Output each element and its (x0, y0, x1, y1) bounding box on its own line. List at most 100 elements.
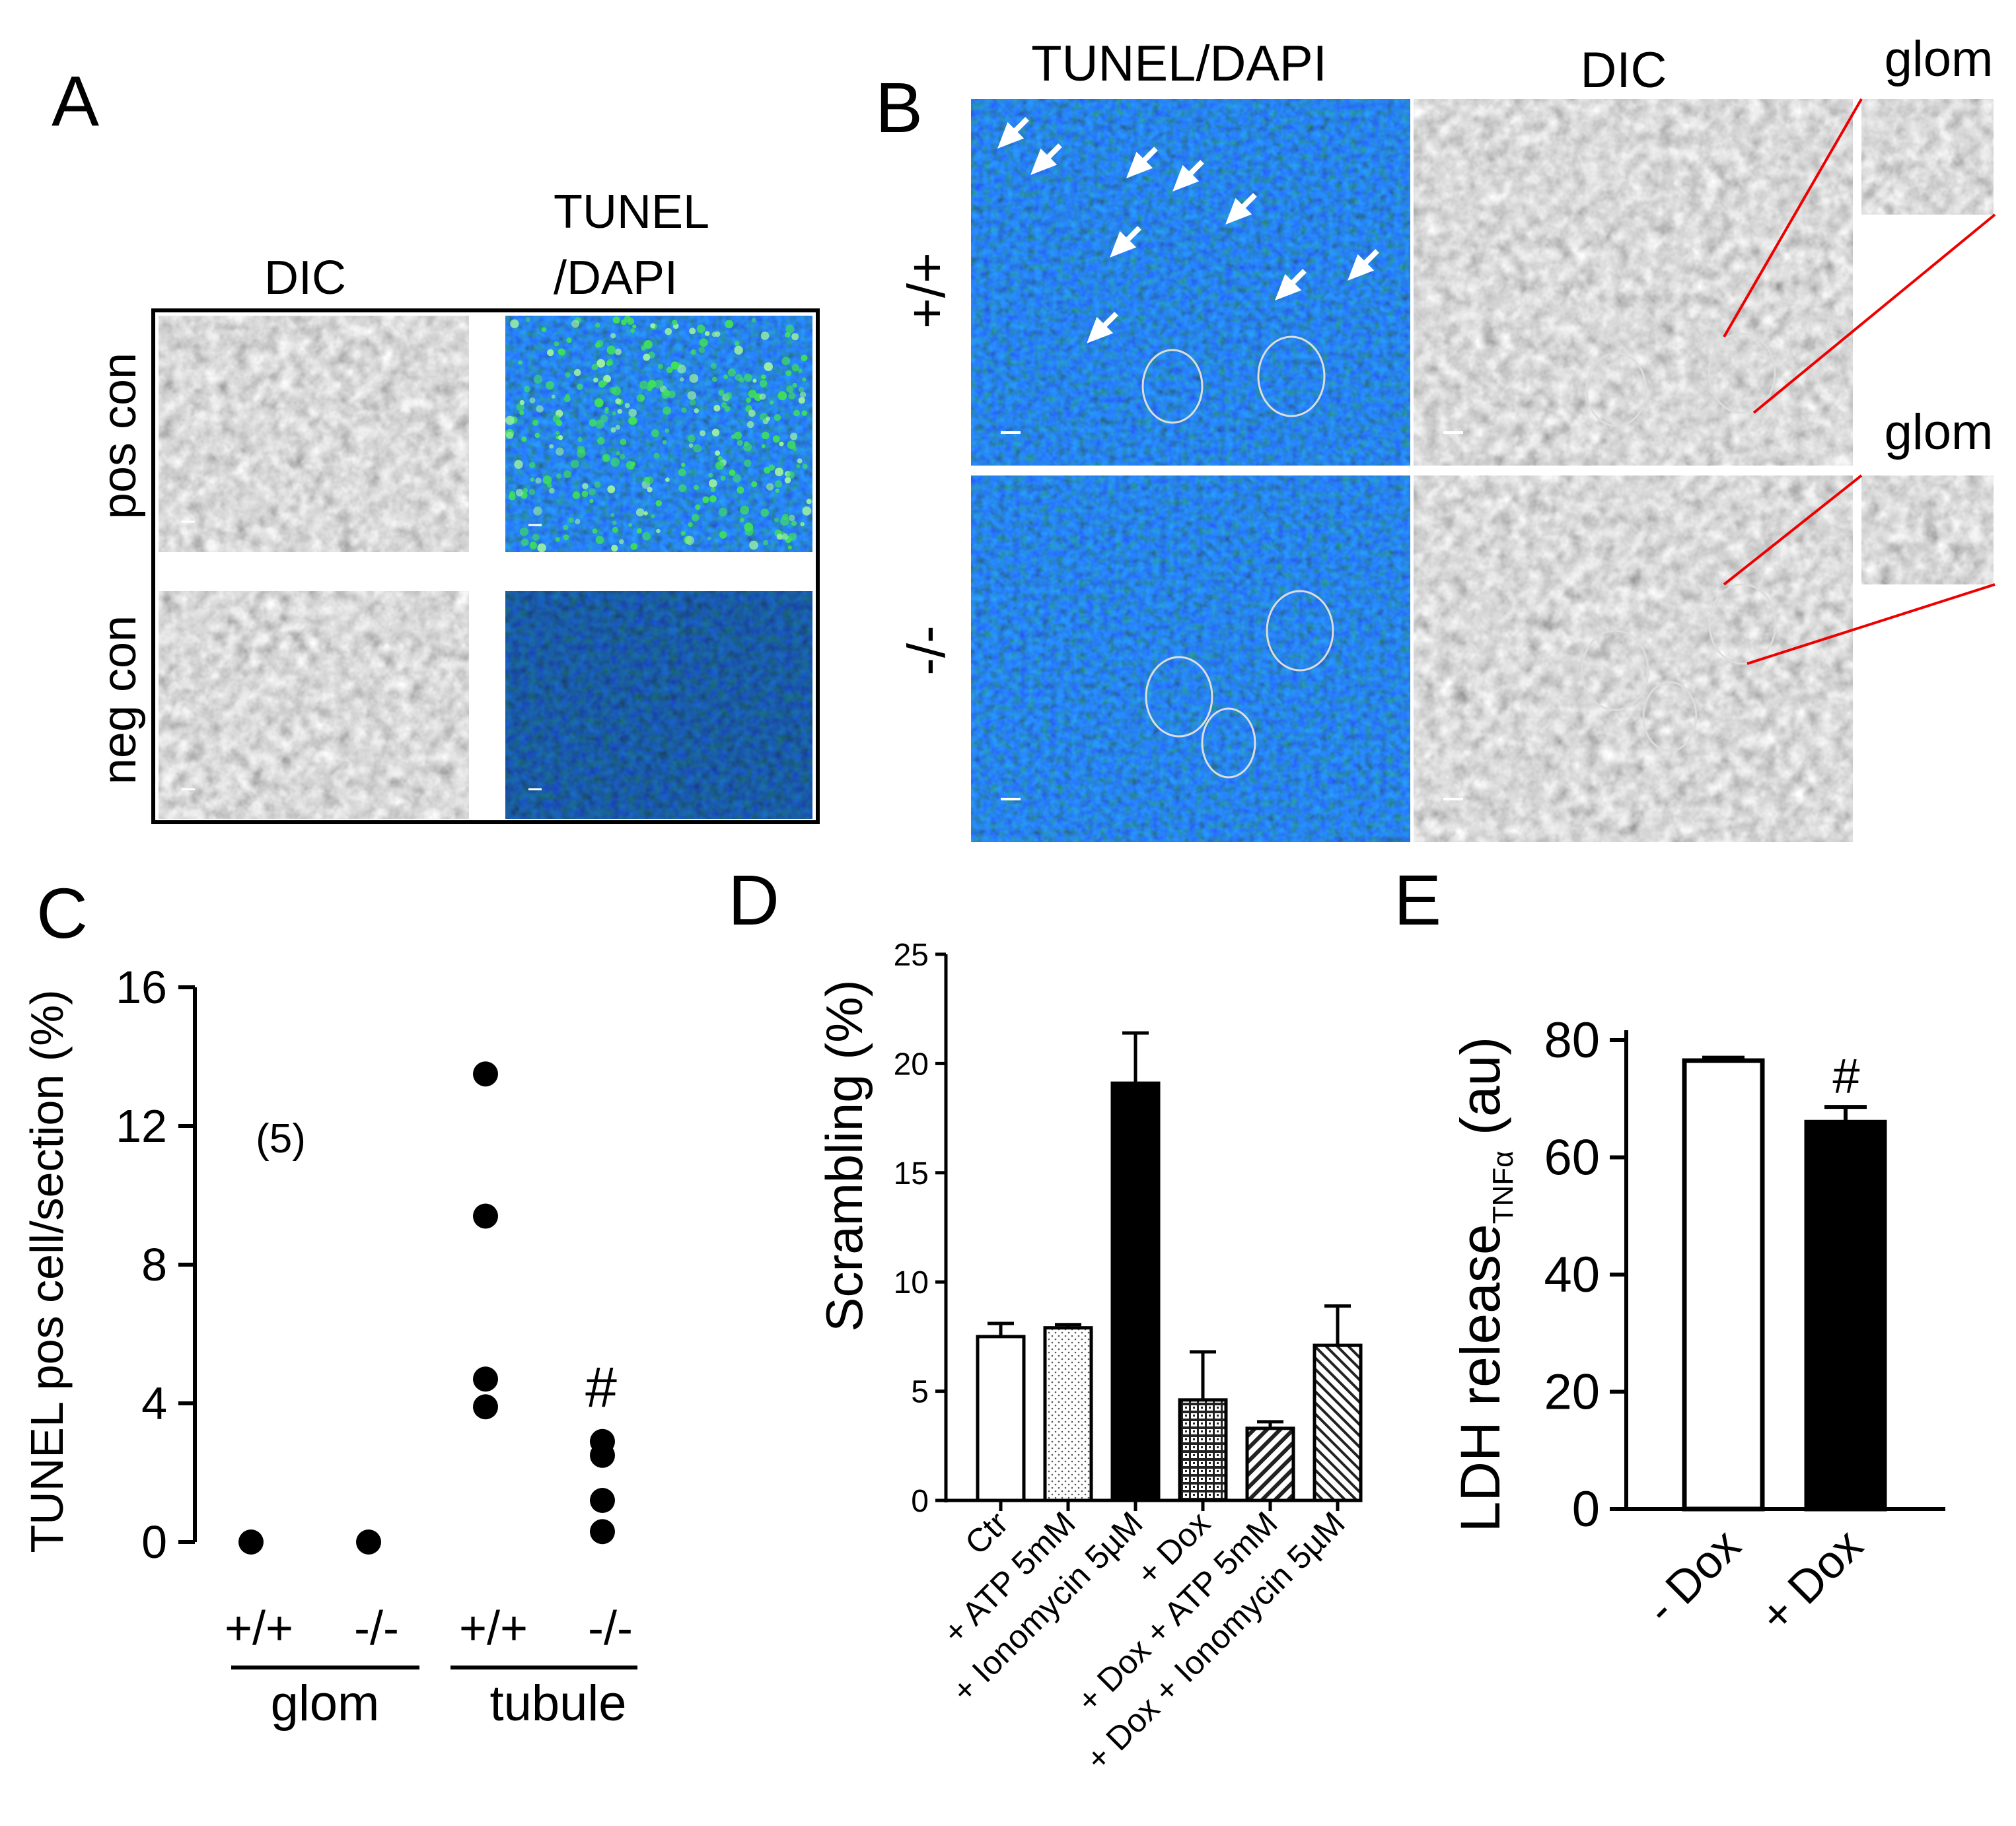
green-nucleus (505, 415, 515, 425)
green-nucleus (801, 410, 808, 416)
green-nucleus (624, 403, 630, 409)
panel-c-points (238, 1061, 615, 1555)
green-nucleus (777, 391, 787, 401)
green-nucleus (704, 331, 710, 336)
panel-c-point (473, 1203, 498, 1229)
green-nucleus (630, 543, 637, 550)
green-nucleus (709, 495, 717, 503)
green-nucleus (798, 386, 805, 393)
green-nucleus (737, 486, 744, 494)
green-nucleus (615, 425, 621, 430)
panel-d-category-label: Ctr (958, 1504, 1015, 1562)
green-nucleus (785, 324, 795, 334)
green-nucleus (556, 419, 563, 427)
panel-e-y-ticks: 0 20 40 60 80 (1544, 1012, 1626, 1537)
panel-e-category-labels: - Dox + Dox (1636, 1519, 1872, 1642)
green-nucleus (558, 435, 563, 440)
panel-c-category-label: +/+ (459, 1602, 528, 1655)
panel-b-inset-wt-image (1861, 99, 1994, 215)
green-nucleus (798, 369, 803, 373)
panel-d-y-tick-label: 25 (894, 938, 929, 973)
green-nucleus (647, 487, 653, 493)
green-nucleus (521, 437, 527, 442)
green-nucleus (711, 429, 720, 437)
green-nucleus (769, 400, 774, 405)
green-nucleus (718, 507, 728, 516)
green-nucleus (524, 386, 530, 393)
panel-c-category-labels: +/+ -/- +/+ -/- (225, 1602, 633, 1655)
green-nucleus (571, 320, 579, 328)
green-nucleus (532, 533, 540, 541)
green-nucleus (800, 522, 805, 526)
green-nucleus (525, 316, 531, 322)
panel-d-letter: D (728, 860, 779, 940)
panel-c-point (590, 1519, 615, 1545)
green-nucleus (651, 514, 655, 518)
green-nucleus (670, 361, 679, 370)
green-nucleus (729, 470, 736, 476)
green-nucleus (610, 333, 616, 339)
green-nucleus (802, 506, 812, 516)
green-nucleus (619, 454, 626, 460)
green-nucleus (721, 402, 727, 408)
green-nucleus (536, 405, 544, 413)
green-nucleus (612, 526, 618, 533)
green-nucleus (695, 504, 701, 510)
green-nucleus (589, 419, 596, 427)
green-nucleus (710, 487, 715, 493)
green-nucleus (678, 484, 687, 493)
panel-b-col-label-tunel: TUNEL/DAPI (1031, 36, 1327, 92)
panel-c-significance: # (585, 1356, 617, 1419)
green-nucleus (787, 545, 792, 550)
green-nucleus (690, 349, 696, 355)
green-nucleus (766, 416, 771, 421)
green-nucleus (725, 392, 733, 400)
green-nucleus (751, 318, 756, 323)
green-nucleus (643, 511, 648, 516)
green-nucleus (611, 544, 618, 552)
panel-e-ylabel-group: LDH releaseTNFα (au) (1449, 1037, 1519, 1533)
green-nucleus (639, 380, 649, 390)
green-nucleus (791, 520, 797, 526)
panel-e-ylabel-unit: (au) (1449, 1037, 1511, 1151)
green-nucleus (568, 517, 575, 523)
green-nucleus (806, 499, 812, 505)
green-nucleus (522, 487, 528, 493)
green-nucleus (715, 450, 721, 456)
panel-b-dic-ko-image (1414, 475, 1853, 842)
green-nucleus (657, 363, 663, 369)
green-nucleus (710, 363, 717, 369)
panel-c-point (473, 1366, 498, 1392)
green-nucleus (596, 339, 604, 347)
green-nucleus (629, 465, 634, 470)
green-nucleus (663, 406, 671, 415)
panel-e-ylabel-subscript: TNFα (1487, 1150, 1519, 1224)
green-nucleus (802, 464, 808, 470)
green-nucleus (629, 417, 637, 425)
green-nucleus (764, 466, 771, 474)
green-nucleus (549, 444, 554, 449)
green-nucleus (793, 409, 800, 417)
green-nucleus (764, 362, 774, 371)
green-nucleus (693, 485, 700, 491)
green-nucleus (718, 390, 725, 396)
green-nucleus (791, 333, 799, 341)
green-nucleus (688, 435, 696, 443)
panel-c-y-tick-label: 4 (141, 1378, 167, 1429)
green-nucleus (680, 377, 684, 382)
green-nucleus (694, 408, 700, 413)
green-nucleus (655, 500, 663, 507)
green-nucleus (630, 328, 635, 334)
green-nucleus (615, 398, 622, 405)
panel-c-point (590, 1488, 615, 1513)
green-nucleus (740, 505, 750, 515)
green-nucleus (725, 320, 734, 329)
green-nucleus (759, 393, 766, 400)
green-nucleus (642, 532, 651, 541)
green-nucleus (515, 489, 524, 497)
green-nucleus (711, 332, 717, 337)
green-nucleus (654, 379, 664, 389)
green-nucleus (781, 357, 791, 366)
panel-c-point (473, 1394, 498, 1420)
green-nucleus (541, 327, 547, 333)
